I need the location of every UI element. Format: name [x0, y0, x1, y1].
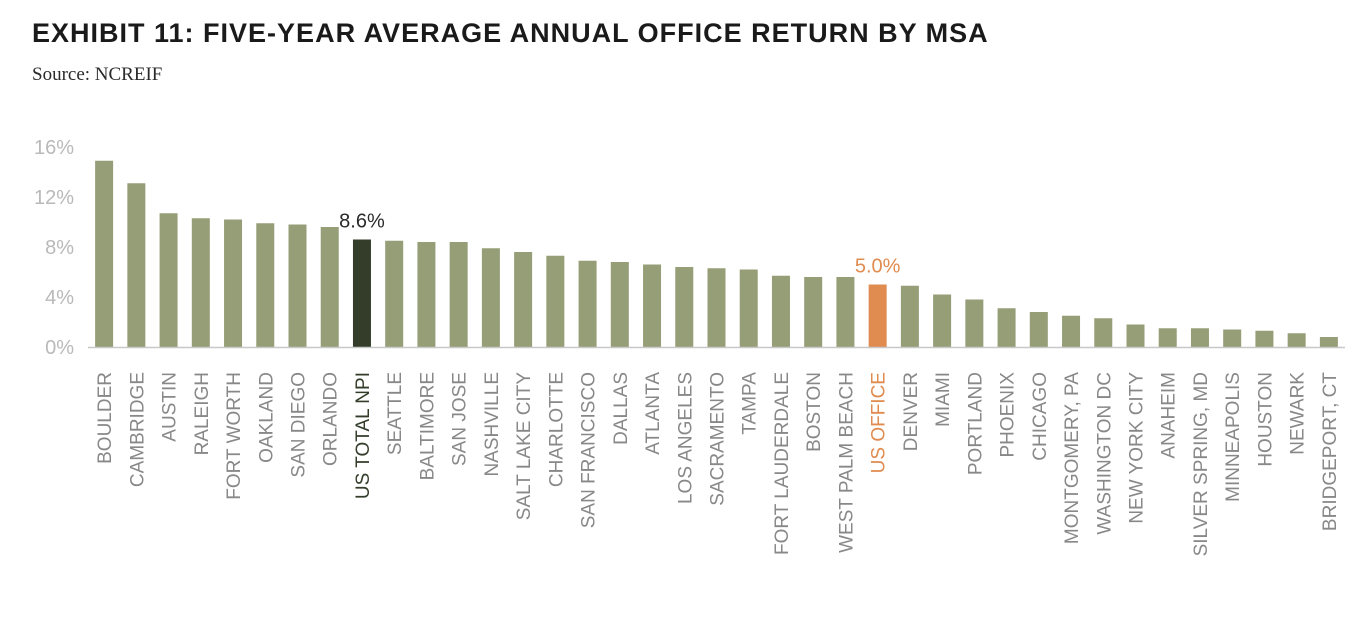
y-tick-label: 8% — [45, 237, 74, 259]
bar — [1094, 318, 1113, 347]
x-tick-label: BALTIMORE — [417, 372, 438, 480]
x-axis-labels: BOULDER CAMBRIDGE AUSTIN RALEIGH FORT WORTH O… — [95, 372, 1341, 557]
bar — [739, 269, 758, 347]
x-tick-label: MONTGOMERY, PA — [1062, 372, 1083, 544]
bar — [481, 248, 500, 347]
bar — [707, 268, 726, 347]
bar — [965, 299, 984, 347]
bar — [320, 227, 339, 347]
bar — [546, 255, 565, 347]
x-tick-label: WASHINGTON DC — [1094, 372, 1115, 535]
bar — [578, 260, 597, 347]
bar — [514, 252, 533, 347]
x-tick-label: SAN JOSE — [450, 372, 471, 466]
x-tick-label: TAMPA — [740, 372, 761, 435]
bar — [385, 240, 404, 347]
x-tick-label: MIAMI — [933, 372, 954, 427]
bar — [900, 285, 919, 347]
x-tick-label: NEWARK — [1288, 372, 1309, 455]
x-tick-label: NEW YORK CITY — [1127, 372, 1148, 524]
chart-source: Source: NCREIF — [32, 64, 163, 85]
x-tick-label: ORLANDO — [321, 372, 342, 466]
x-tick-label: BOULDER — [95, 372, 116, 464]
x-tick-label: ATLANTA — [643, 372, 664, 455]
x-tick-label: NASHVILLE — [482, 372, 503, 477]
bar — [191, 218, 210, 347]
bar — [288, 224, 307, 347]
x-tick-label: CAMBRIDGE — [127, 372, 148, 487]
x-tick-label: OAKLAND — [256, 372, 277, 463]
x-tick-label: CHICAGO — [1030, 372, 1051, 461]
x-tick-label: SAN FRANCISCO — [579, 372, 600, 528]
x-tick-label: BOSTON — [804, 372, 825, 452]
x-tick-label: SAN DIEGO — [289, 372, 310, 478]
bar — [836, 277, 855, 347]
x-tick-label: BRIDGEPORT, CT — [1320, 372, 1341, 531]
bar — [1126, 324, 1145, 347]
bar — [804, 277, 823, 347]
bar — [95, 160, 114, 347]
x-tick-label: DENVER — [901, 372, 922, 451]
bar — [1255, 330, 1274, 347]
bar — [127, 183, 146, 347]
bar — [1158, 328, 1177, 347]
x-tick-label: US OFFICE — [869, 372, 890, 473]
x-tick-label: AUSTIN — [160, 372, 181, 442]
bar — [449, 242, 468, 347]
chart-title: EXHIBIT 11: FIVE-YEAR AVERAGE ANNUAL OFF… — [32, 18, 989, 48]
x-tick-label: HOUSTON — [1255, 372, 1276, 467]
x-tick-label: SEATTLE — [385, 372, 406, 455]
bars — [95, 160, 1338, 347]
bar — [224, 219, 243, 347]
x-tick-label: ANAHEIM — [1159, 372, 1180, 459]
x-tick-label: DALLAS — [611, 372, 632, 445]
y-tick-label: 0% — [45, 337, 74, 359]
x-tick-label: RALEIGH — [192, 372, 213, 455]
y-tick-label: 4% — [45, 287, 74, 309]
x-tick-label: WEST PALM BEACH — [836, 372, 857, 553]
x-tick-label: US TOTAL NPI — [353, 372, 374, 499]
x-tick-label: SALT LAKE CITY — [514, 372, 535, 521]
bar — [1319, 337, 1338, 347]
bar — [256, 223, 275, 347]
x-tick-label: SILVER SPRING, MD — [1191, 372, 1212, 556]
data-label: 8.6% — [339, 211, 385, 233]
bar — [1223, 329, 1242, 347]
x-tick-label: PHOENIX — [998, 372, 1019, 458]
bar — [1062, 315, 1081, 347]
x-tick-label: LOS ANGELES — [675, 372, 696, 504]
x-tick-label: PORTLAND — [965, 372, 986, 475]
bar — [933, 294, 952, 347]
bar — [352, 239, 371, 347]
x-tick-label: FORT WORTH — [224, 372, 245, 500]
x-tick-label: FORT LAUDERDALE — [772, 372, 793, 555]
bar — [997, 308, 1016, 347]
data-label: 5.0% — [855, 256, 901, 278]
x-tick-label: MINNEAPOLIS — [1223, 372, 1244, 502]
x-tick-label: SACRAMENTO — [708, 372, 729, 506]
bar — [610, 262, 629, 347]
bar — [417, 242, 436, 347]
bar — [1287, 333, 1306, 347]
bar — [1190, 328, 1209, 347]
y-tick-label: 16% — [34, 137, 74, 159]
data-labels: 8.6% 5.0% — [339, 211, 900, 278]
bar — [675, 267, 694, 347]
bar — [1029, 312, 1048, 347]
bar — [643, 264, 662, 347]
x-tick-label: CHARLOTTE — [546, 372, 567, 487]
bar — [159, 213, 178, 347]
y-axis: 0% 4% 8% 12% 16% — [34, 137, 74, 359]
bar — [868, 284, 887, 347]
y-tick-label: 12% — [34, 187, 74, 209]
bar — [771, 275, 790, 347]
